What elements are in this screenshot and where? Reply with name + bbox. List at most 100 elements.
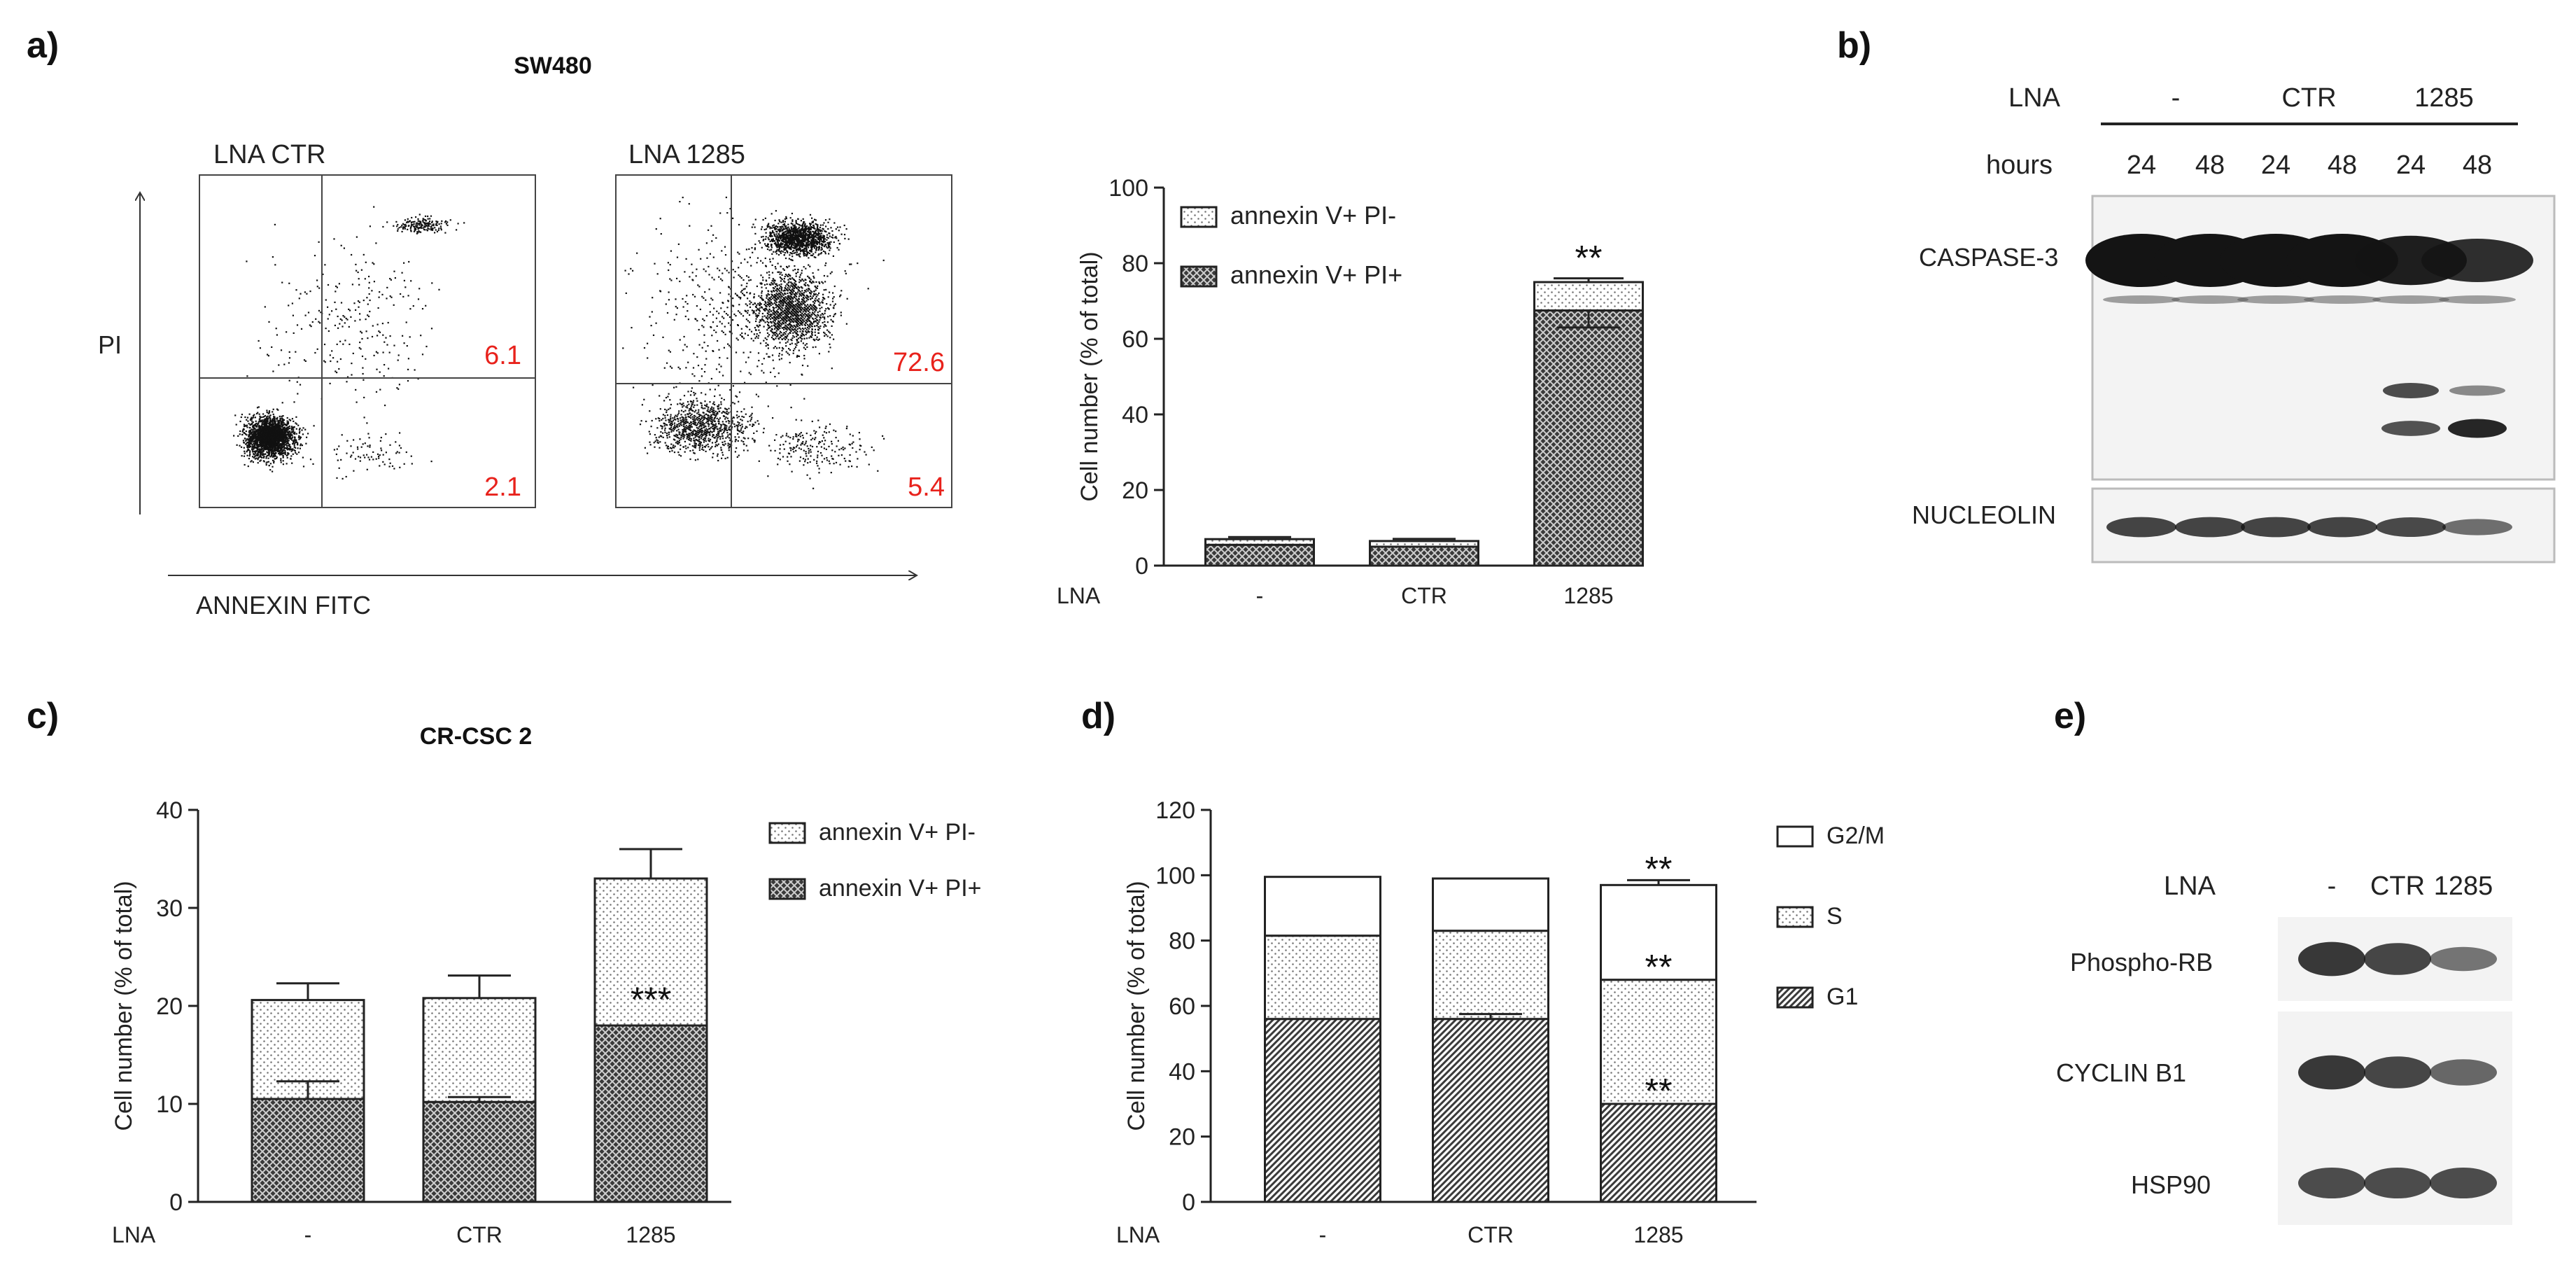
caspase3-faint-band: [2304, 295, 2381, 304]
hours-label: 24: [2396, 150, 2426, 180]
cleaved-caspase3-band: [2381, 421, 2440, 436]
protein-band: [2430, 946, 2497, 972]
panel-e-letter: e): [2054, 696, 2086, 736]
caspase3-faint-band: [2172, 295, 2248, 304]
panel-d: d) 0 20 40 60 80 100 120 Cell number (% of tota…: [1081, 696, 1885, 1247]
blot-label-caspase3: CASPASE-3: [1919, 243, 2058, 272]
chart-a-apoptosis-sw480: 0 20 40 60 80 100 Cell number (% of total) LNA -…: [1057, 175, 1644, 608]
group-label: 1285: [2434, 872, 2493, 901]
y-tick-label: 0: [169, 1189, 183, 1216]
panel-e-lna-label: LNA: [2164, 872, 2216, 901]
x-prefix-label: LNA: [112, 1222, 156, 1247]
bar-segment-annexin-v-pi-: [1533, 281, 1644, 312]
bar-segment-annexin-v-pi-: [422, 1100, 537, 1203]
hours-label: 24: [2127, 150, 2156, 180]
x-tick-label: -: [304, 1222, 312, 1247]
legend-swatch: [1180, 206, 1218, 228]
legend-swatch: [768, 822, 806, 844]
bar-segment-annexin-v-pi-: [251, 1098, 365, 1203]
legend-label: annexin V+ PI+: [819, 875, 982, 902]
y-tick-label: 100: [1108, 175, 1148, 202]
caspase3-faint-band: [2372, 295, 2449, 304]
nucleolin-band: [2376, 517, 2446, 537]
legend-label: annexin V+ PI-: [819, 819, 976, 846]
legend-label: annexin V+ PI-: [1230, 201, 1396, 230]
panel-b-lanes: - CTR 1285 24 48 24 48 24 48: [2085, 83, 2533, 538]
panel-e-lanes: - CTR 1285: [2278, 872, 2512, 1225]
panel-d-letter: d): [1081, 696, 1115, 736]
nucleolin-band: [2175, 517, 2245, 538]
protein-band: [2298, 1168, 2365, 1198]
group-label: CTR: [2281, 83, 2336, 113]
y-tick-label: 40: [1122, 402, 1148, 428]
bar-segment-g1: [1432, 1018, 1549, 1203]
legend-swatch: [1776, 825, 1814, 848]
bar-segment-annexin-v-pi-: [593, 1024, 708, 1203]
x-tick-label: CTR: [1401, 583, 1447, 608]
y-tick-label: 0: [1135, 553, 1148, 580]
y-axis-title: Cell number (% of total): [1123, 881, 1150, 1130]
x-tick-label: CTR: [1468, 1222, 1514, 1247]
flow-plot-1-events: [233, 206, 465, 479]
nucleolin-band: [2442, 519, 2512, 536]
x-prefix-label: LNA: [1057, 583, 1101, 608]
hours-label: 24: [2261, 150, 2290, 180]
legend-label: G2/M: [1827, 822, 1885, 849]
nucleolin-band: [2241, 517, 2311, 538]
flow-plot-1-title: LNA CTR: [213, 140, 325, 169]
nucleolin-band: [2307, 517, 2377, 538]
y-tick-label: 80: [1169, 928, 1195, 955]
panel-c-title: CR-CSC 2: [420, 723, 533, 750]
significance-label: **: [1645, 1072, 1673, 1111]
caspase3-band: [2421, 239, 2533, 282]
y-tick-label: 20: [1169, 1124, 1195, 1151]
y-tick-label: 60: [1169, 993, 1195, 1020]
bar-segment-g1: [1264, 1018, 1381, 1203]
legend-swatch: [768, 878, 806, 900]
caspase3-faint-band: [2439, 295, 2516, 304]
bar-segment-s: [1264, 934, 1381, 1021]
panel-b: b) LNA hours CASPASE-3 NUCLEOLIN - CTR 128…: [1837, 25, 2556, 564]
cleaved-caspase3-band: [2449, 385, 2505, 396]
bar-segment-annexin-v-pi-: [1204, 543, 1315, 567]
flow-plot-lna-ctr: LNA CTR 6.1 2.1: [199, 140, 536, 508]
group-label: -: [2328, 872, 2337, 901]
chart-c-apoptosis-crcsc2: 0 10 20 30 40 Cell number (% of total) LNA - CTR…: [111, 797, 982, 1247]
x-tick-label: 1285: [626, 1222, 675, 1247]
flow-plot-2-lr-pct: 5.4: [908, 472, 945, 502]
protein-band: [2430, 1059, 2497, 1086]
bar-segment-annexin-v-pi-: [1204, 538, 1315, 546]
group-label: -: [2172, 83, 2181, 113]
legend-swatch: [1776, 986, 1814, 1009]
protein-band: [2298, 941, 2365, 976]
group-label: 1285: [2414, 83, 2474, 113]
hours-label: 48: [2463, 150, 2492, 180]
flow-plot-2-ur-pct: 72.6: [893, 348, 945, 377]
y-tick-label: 20: [156, 993, 183, 1020]
x-tick-label: CTR: [456, 1222, 502, 1247]
bar-segment-s: [1432, 930, 1549, 1021]
y-tick-label: 60: [1122, 326, 1148, 353]
flow-plot-1-frame: [199, 174, 536, 508]
caspase3-faint-band: [2237, 295, 2314, 304]
blot-label-nucleolin: NUCLEOLIN: [1912, 500, 2056, 529]
y-tick-label: 40: [1169, 1058, 1195, 1085]
x-tick-label: -: [1256, 583, 1264, 608]
panel-b-lna-label: LNA: [2008, 83, 2061, 113]
flow-plot-1-lr-pct: 2.1: [484, 472, 521, 502]
bar-segment-g2-m: [1264, 876, 1381, 937]
significance-label: **: [1645, 849, 1673, 888]
significance-label: ***: [631, 980, 671, 1019]
blot-label-cyclin-b1: CYCLIN B1: [2056, 1058, 2186, 1087]
y-axis-title: Cell number (% of total): [111, 881, 137, 1130]
protein-band: [2364, 1168, 2431, 1198]
x-prefix-label: LNA: [1116, 1222, 1160, 1247]
bar-segment-g1: [1600, 1102, 1717, 1203]
panel-b-letter: b): [1837, 25, 1871, 66]
significance-label: **: [1575, 239, 1603, 278]
hours-label: 48: [2328, 150, 2357, 180]
y-tick-label: 100: [1155, 862, 1195, 889]
bar-segment-g2-m: [1432, 877, 1549, 932]
flow-plot-2-frame: [615, 174, 952, 508]
